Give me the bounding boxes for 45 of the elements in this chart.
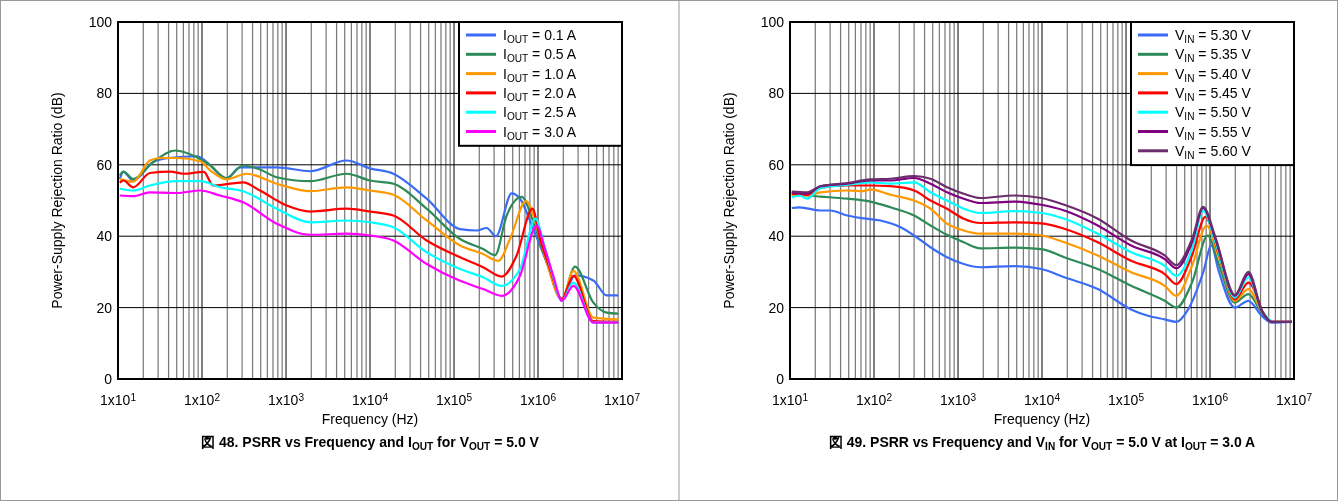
y-tick-label: 20 [96, 299, 113, 316]
y-tick-label: 20 [768, 299, 785, 316]
x-tick-label: 1x10$^{1}$ [100, 392, 137, 408]
legend-label: I$_{OUT}$ = 2.0 A [503, 84, 577, 103]
y-axis-title: Power-Supply Rejection Ratio (dB) [49, 92, 65, 309]
y-axis-title: Power-Supply Rejection Ratio (dB) [721, 92, 737, 309]
legend-label: I$_{OUT}$ = 0.1 A [503, 27, 577, 45]
x-tick-label: 1x10$^{7}$ [604, 392, 641, 408]
y-tick-label: 60 [768, 156, 785, 173]
x-tick-label: 1x10$^{6}$ [520, 392, 557, 408]
legend-label: I$_{OUT}$ = 0.5 A [503, 46, 577, 64]
legend-label: I$_{OUT}$ = 2.5 A [503, 104, 577, 122]
x-tick-label: 1x10$^{3}$ [940, 392, 977, 408]
x-tick-label: 1x10$^{3}$ [268, 392, 305, 408]
legend-label: V$_{IN}$ = 5.50 V [1175, 104, 1252, 122]
legend-label: V$_{IN}$ = 5.35 V [1175, 46, 1252, 64]
legend-label: V$_{IN}$ = 5.60 V [1175, 142, 1252, 161]
x-tick-label: 1x10$^{1}$ [772, 392, 809, 408]
x-tick-label: 1x10$^{2}$ [856, 392, 893, 408]
x-axis-title: Frequency (Hz) [993, 411, 1091, 427]
legend-label: V$_{IN}$ = 5.45 V [1175, 84, 1252, 103]
text: 図 49. PSRR vs Frequency and V$_{IN}$ for V$_{OUT}$ = 5.0 V at I$_{OUT}$ = 3.0 A [828, 434, 1256, 452]
x-tick-label: 1x10$^{6}$ [1192, 392, 1229, 408]
y-tick-label: 80 [768, 85, 785, 102]
y-tick-label: 40 [768, 228, 785, 245]
x-tick-label: 1x10$^{5}$ [1108, 392, 1145, 408]
x-tick-label: 1x10$^{7}$ [1276, 392, 1313, 408]
legend-label: I$_{OUT}$ = 3.0 A [503, 123, 577, 141]
x-axis-title: Frequency (Hz) [321, 411, 419, 427]
y-tick-label: 100 [760, 14, 785, 30]
x-tick-label: 1x10$^{4}$ [1024, 392, 1061, 408]
y-tick-label: 60 [96, 156, 113, 173]
y-tick-label: 0 [776, 371, 785, 387]
y-tick-label: 100 [88, 14, 113, 30]
y-tick-label: 0 [104, 371, 113, 387]
text: 図 48. PSRR vs Frequency and I$_{OUT}$ for V$_{OUT}$ = 5.0 V [201, 434, 540, 452]
x-tick-label: 1x10$^{2}$ [184, 392, 221, 408]
y-tick-label: 40 [96, 228, 113, 245]
legend-label: V$_{IN}$ = 5.55 V [1175, 123, 1252, 141]
legend-label: V$_{IN}$ = 5.30 V [1175, 27, 1252, 45]
x-tick-label: 1x10$^{5}$ [436, 392, 473, 408]
y-tick-label: 80 [96, 85, 113, 102]
legend-label: I$_{OUT}$ = 1.0 A [503, 65, 577, 84]
x-tick-label: 1x10$^{4}$ [352, 392, 389, 408]
legend-label: V$_{IN}$ = 5.40 V [1175, 65, 1252, 84]
